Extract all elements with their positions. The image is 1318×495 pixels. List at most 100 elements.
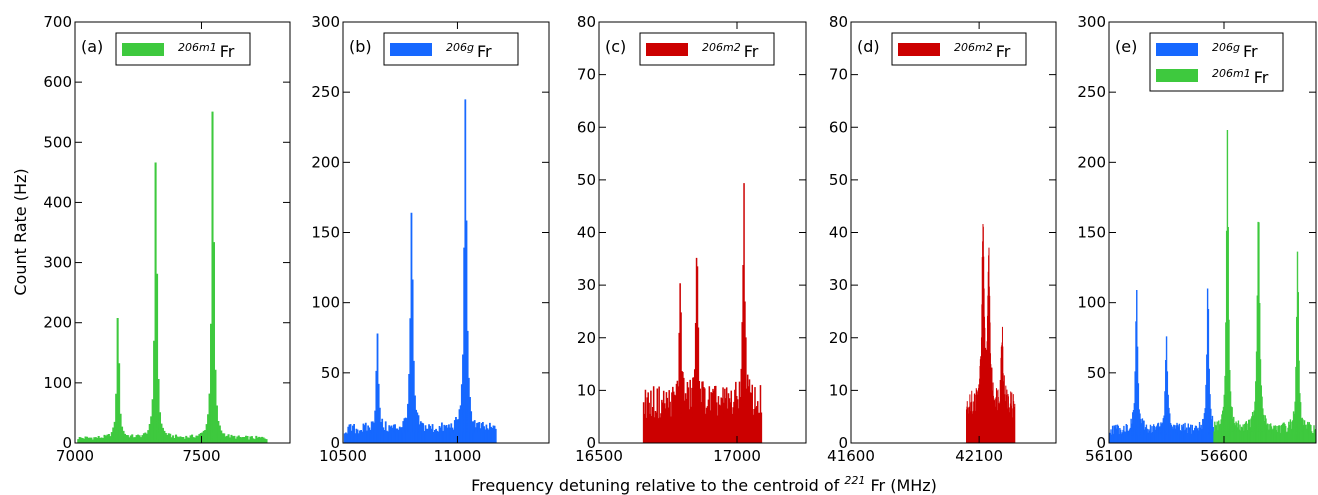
x-tick-label: 11000 — [434, 447, 482, 465]
y-tick-label: 300 — [1077, 13, 1106, 31]
y-tick-label: 100 — [311, 294, 340, 312]
legend-element: Fr — [996, 42, 1011, 61]
data-series — [343, 99, 497, 444]
panel-label: (a) — [81, 37, 103, 56]
panel-label: (d) — [857, 37, 880, 56]
y-tick-label: 500 — [43, 133, 72, 151]
y-tick-label: 10 — [829, 381, 848, 399]
data-series — [1108, 288, 1214, 444]
legend-element: Fr — [1254, 68, 1269, 87]
y-tick-label: 70 — [577, 66, 596, 84]
axes-frame — [342, 21, 550, 444]
y-tick-label: 80 — [577, 13, 596, 31]
y-tick-label: 300 — [311, 13, 340, 31]
y-tick-label: 150 — [1077, 224, 1106, 242]
y-tick-label: 400 — [43, 193, 72, 211]
legend-isotope-sup: 206g — [1212, 41, 1240, 54]
legend-entry: 206g Fr — [1212, 41, 1258, 61]
y-tick-label: 100 — [43, 374, 72, 392]
legend-swatch — [390, 43, 432, 56]
legend-isotope-sup: 206m1 — [1212, 67, 1251, 80]
data-series — [1213, 129, 1317, 444]
x-tick-label: 41600 — [827, 447, 875, 465]
chart-panel: 0 50 100 150 200 250 300 10500 11000 (b) 206g Fr — [311, 13, 550, 465]
axes-frame — [74, 21, 291, 444]
axes-frame — [850, 21, 1057, 444]
y-tick-label: 250 — [1077, 83, 1106, 101]
y-tick-label: 10 — [577, 381, 596, 399]
y-tick-label: 200 — [43, 314, 72, 332]
y-tick-label: 50 — [577, 171, 596, 189]
y-tick-label: 300 — [43, 254, 72, 272]
y-tick-label: 200 — [1077, 153, 1106, 171]
y-axis-label: Count Rate (Hz) — [11, 168, 30, 295]
legend-isotope-sup: 206m2 — [954, 41, 993, 54]
y-tick-label: 600 — [43, 73, 72, 91]
y-tick-label: 20 — [577, 329, 596, 347]
legend-entry: 206m1 Fr — [178, 41, 235, 61]
y-tick-label: 50 — [829, 171, 848, 189]
y-tick-label: 0 — [330, 434, 340, 452]
x-tick-label: 10500 — [319, 447, 367, 465]
y-tick-label: 80 — [829, 13, 848, 31]
y-tick-label: 20 — [829, 329, 848, 347]
y-tick-label: 50 — [321, 364, 340, 382]
panel-label: (e) — [1115, 37, 1137, 56]
legend-isotope-sup: 206m1 — [178, 41, 217, 54]
y-tick-label: 250 — [311, 83, 340, 101]
legend-element: Fr — [744, 42, 759, 61]
x-axis-label-prefix: Frequency detuning relative to the centr… — [471, 476, 844, 495]
chart-panel: 0 10 20 30 40 50 60 70 80 41600 42100 (d) 206m2 Fr — [827, 13, 1057, 465]
data-series — [77, 111, 268, 444]
x-tick-label: 7000 — [56, 447, 94, 465]
panel-label: (c) — [605, 37, 626, 56]
data-series — [642, 183, 763, 444]
legend-isotope-sup: 206g — [446, 41, 474, 54]
legend-element: Fr — [220, 42, 235, 61]
x-axis-label: Frequency detuning relative to the centr… — [471, 474, 937, 495]
x-tick-label: 7500 — [182, 447, 220, 465]
legend-entry: 206m2 Fr — [702, 41, 759, 61]
y-tick-label: 0 — [586, 434, 596, 452]
y-tick-label: 30 — [577, 276, 596, 294]
x-axis-label-suffix: Fr (MHz) — [865, 476, 937, 495]
legend-isotope-sup: 206m2 — [702, 41, 741, 54]
legend-element: Fr — [477, 42, 492, 61]
y-tick-label: 0 — [62, 434, 72, 452]
y-tick-label: 700 — [43, 13, 72, 31]
y-tick-label: 70 — [829, 66, 848, 84]
chart-panel: 0 10 20 30 40 50 60 70 80 16500 17000 (c) 206m2 Fr — [575, 13, 807, 465]
x-tick-label: 56600 — [1200, 447, 1248, 465]
x-axis-label-mass: 221 — [844, 474, 865, 487]
legend-swatch — [122, 43, 164, 56]
x-tick-label: 17000 — [713, 447, 761, 465]
legend-entry: 206m1 Fr — [1212, 67, 1269, 87]
y-tick-label: 150 — [311, 224, 340, 242]
y-tick-label: 60 — [577, 118, 596, 136]
x-tick-label: 56100 — [1085, 447, 1133, 465]
legend-swatch — [898, 43, 940, 56]
y-tick-label: 30 — [829, 276, 848, 294]
legend-swatch — [646, 43, 688, 56]
y-tick-label: 200 — [311, 153, 340, 171]
legend-swatch — [1156, 69, 1198, 82]
legend-swatch — [1156, 43, 1198, 56]
y-tick-label: 60 — [829, 118, 848, 136]
axes-frame — [598, 21, 807, 444]
panel-label: (b) — [349, 37, 372, 56]
data-series — [966, 223, 1016, 444]
legend-entry: 206m2 Fr — [954, 41, 1011, 61]
chart-panel: 0 100 200 300 400 500 600 700 7000 7500 (a) 206m1 Fr — [43, 13, 291, 465]
legend-element: Fr — [1243, 42, 1258, 61]
y-tick-label: 0 — [1096, 434, 1106, 452]
y-tick-label: 40 — [577, 224, 596, 242]
legend-entry: 206g Fr — [446, 41, 492, 61]
y-tick-label: 100 — [1077, 294, 1106, 312]
x-tick-label: 42100 — [955, 447, 1003, 465]
y-tick-label: 40 — [829, 224, 848, 242]
x-tick-label: 16500 — [575, 447, 623, 465]
y-tick-label: 50 — [1087, 364, 1106, 382]
y-tick-label: 0 — [838, 434, 848, 452]
